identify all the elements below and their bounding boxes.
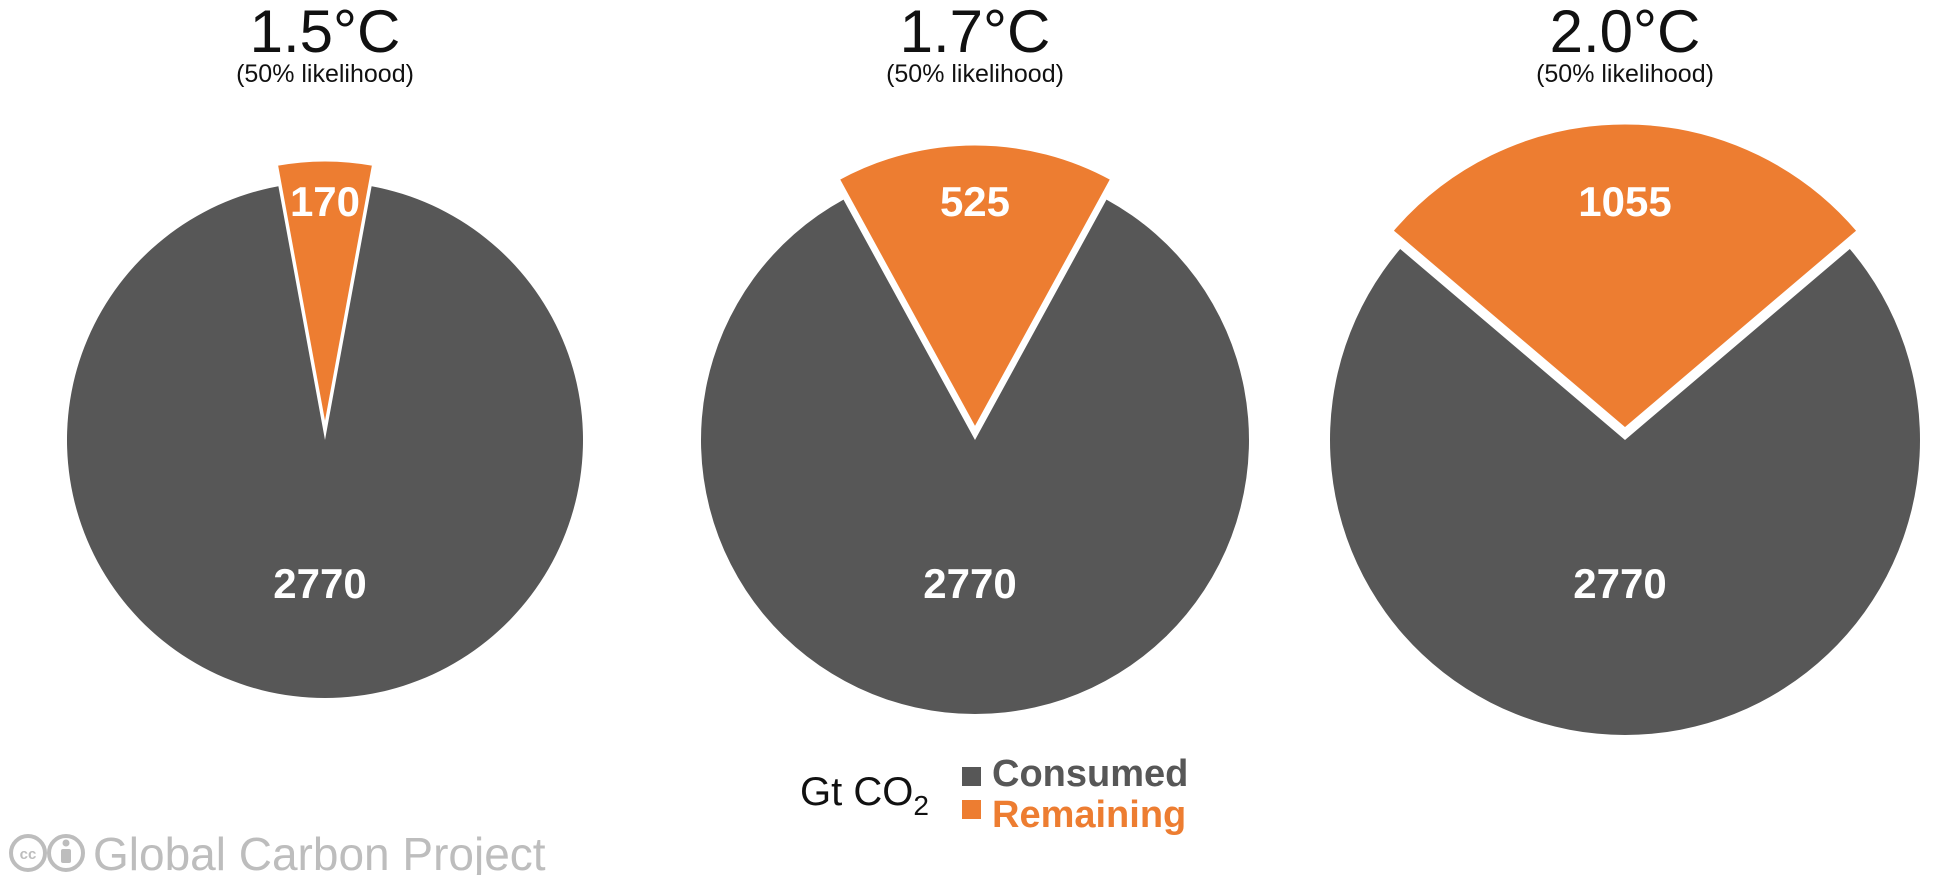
legend-unit-main: Gt CO — [800, 770, 913, 814]
footer-text: Global Carbon Project — [93, 828, 546, 875]
cc-icon: cc — [9, 834, 47, 872]
pie-subtitle: (50% likelihood) — [1536, 60, 1714, 88]
slice-consumed — [1329, 248, 1921, 736]
slice-label-consumed: 2770 — [273, 560, 366, 607]
pie-title: 2.0°C — [1550, 0, 1701, 65]
attribution-icon — [47, 834, 85, 872]
pie-chart-1: 1.5°C(50% likelihood) 170 2770 — [66, 0, 583, 698]
slice-remaining — [836, 142, 1114, 433]
legend-swatch-remaining — [962, 800, 981, 819]
legend-label-consumed: Consumed — [992, 753, 1188, 795]
slice-label-remaining: 1055 — [1578, 178, 1671, 225]
svg-text:cc: cc — [20, 846, 37, 863]
pie-chart-2: 1.7°C(50% likelihood) 525 2770 — [701, 0, 1249, 715]
legend-unit-subscript: 2 — [913, 790, 929, 821]
legend-unit: Gt CO2 — [800, 770, 929, 821]
legend-label-remaining: Remaining — [992, 794, 1186, 836]
legend: Gt CO2 Consumed Remaining — [800, 753, 1188, 836]
pie-title: 1.7°C — [900, 0, 1051, 65]
slice-label-remaining: 170 — [290, 178, 360, 225]
slice-label-remaining: 525 — [940, 178, 1010, 225]
slice-consumed — [701, 199, 1249, 715]
slice-remaining — [274, 158, 376, 430]
slice-label-consumed: 2770 — [923, 560, 1016, 607]
pie-subtitle: (50% likelihood) — [886, 60, 1064, 88]
pie-title: 1.5°C — [250, 0, 401, 65]
slice-remaining — [1389, 121, 1861, 431]
footer: cc Global Carbon Project — [9, 828, 546, 875]
slice-consumed — [66, 186, 583, 698]
slice-label-consumed: 2770 — [1573, 560, 1666, 607]
pie-chart-3: 2.0°C(50% likelihood) 1055 2770 — [1329, 0, 1921, 736]
pie-subtitle: (50% likelihood) — [236, 60, 414, 88]
legend-swatch-consumed — [962, 767, 981, 786]
